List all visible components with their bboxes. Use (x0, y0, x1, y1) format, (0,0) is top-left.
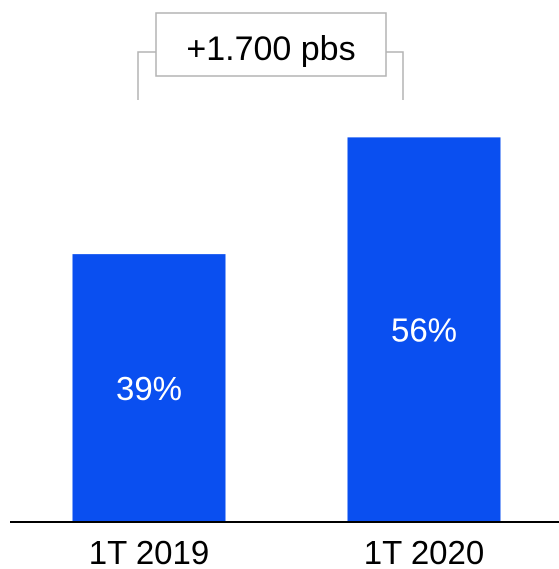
x-tick-label-1: 1T 2019 (89, 534, 210, 569)
change-annotation: +1.700 pbs (137, 12, 404, 100)
bar-1 (72, 254, 226, 522)
annotation-bracket-left (137, 51, 156, 100)
annotation-bracket-right (386, 51, 404, 100)
labels-layer: 39% 1T 2019 56% 1T 2020 (89, 312, 485, 569)
bar-2 (347, 137, 501, 523)
annotation-box (155, 12, 387, 77)
bar-value-label-2: 56% (391, 312, 457, 349)
bar-value-label-1: 39% (116, 370, 182, 407)
bars-layer (72, 137, 501, 523)
annotation-label: +1.700 pbs (186, 30, 355, 68)
x-tick-label-2: 1T 2020 (364, 534, 485, 569)
